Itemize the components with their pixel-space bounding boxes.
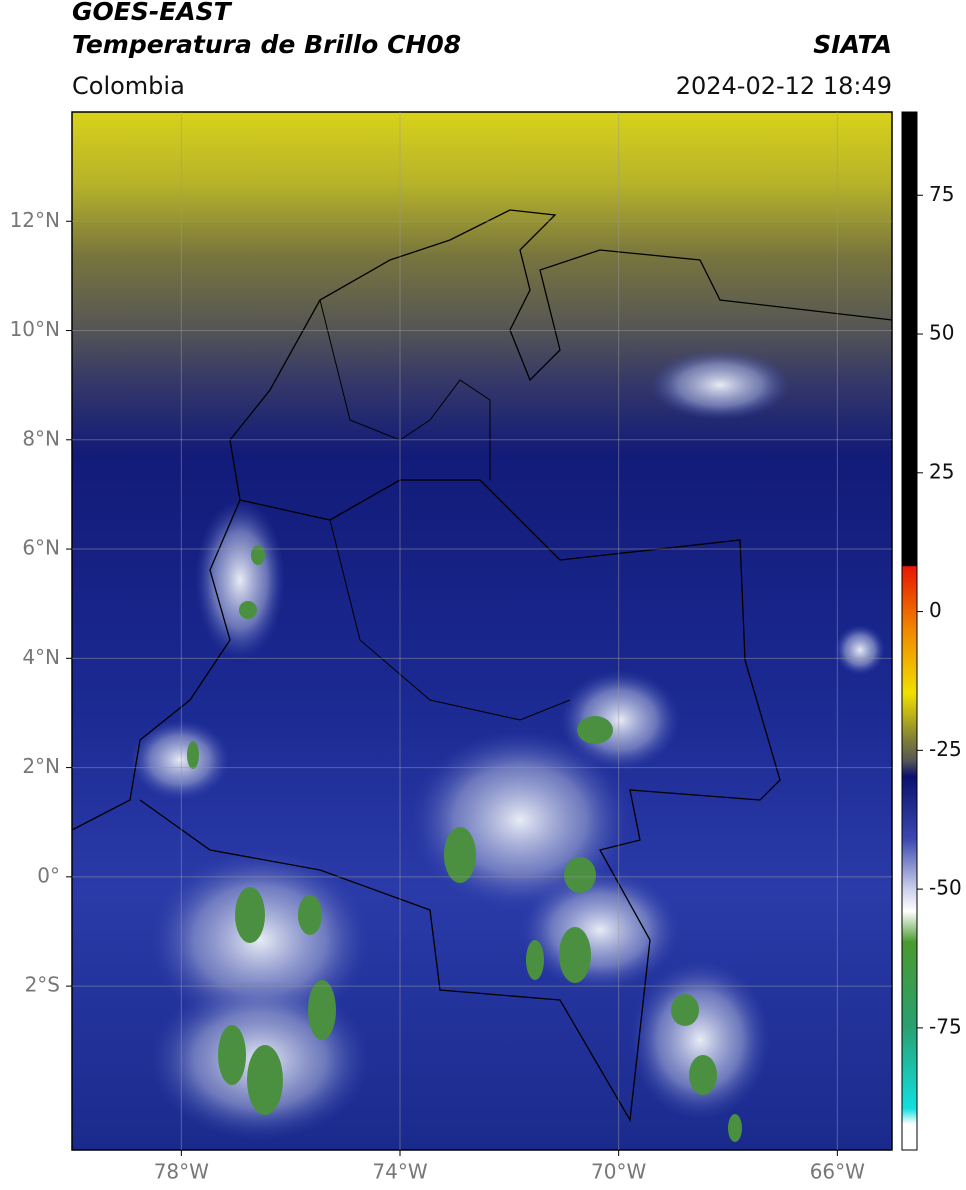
- y-tick-label: 12°N: [10, 208, 60, 232]
- colorbar-tick-label: 0: [929, 598, 942, 622]
- colorbar-tick-label: -25: [929, 737, 962, 761]
- map-frame: [71, 111, 893, 1151]
- y-tick-label: 2°S: [25, 973, 60, 997]
- colorbar-tick-label: -75: [929, 1014, 962, 1038]
- colorbar-tick-label: 50: [929, 321, 954, 345]
- y-tick-label: 8°N: [22, 426, 60, 450]
- agency: SIATA: [813, 30, 892, 59]
- x-tick-label: 74°W: [372, 1160, 427, 1184]
- satellite: GOES-EAST: [72, 0, 233, 26]
- region: Colombia: [72, 72, 185, 100]
- colorbar-tick-label: 25: [929, 459, 954, 483]
- y-tick-label: 4°N: [22, 645, 60, 669]
- product: Temperatura de Brillo CH08: [72, 30, 461, 59]
- colorbar-tick-label: 75: [929, 182, 954, 206]
- datetime: 2024-02-12 18:49: [676, 72, 892, 100]
- x-tick-label: 78°W: [154, 1160, 209, 1184]
- y-tick-label: 0°: [37, 863, 60, 887]
- colorbar-tick-label: -50: [929, 876, 962, 900]
- y-tick-label: 2°N: [22, 754, 60, 778]
- y-tick-label: 6°N: [22, 536, 60, 560]
- satellite-image: [71, 112, 893, 1150]
- x-tick-label: 70°W: [591, 1160, 646, 1184]
- x-tick-label: 66°W: [810, 1160, 865, 1184]
- y-tick-label: 10°N: [10, 317, 60, 341]
- colorbar: [901, 111, 918, 1151]
